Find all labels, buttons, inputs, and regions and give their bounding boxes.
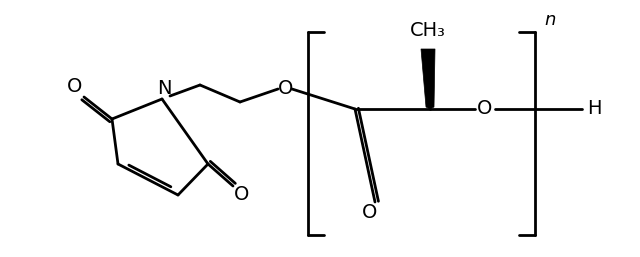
Polygon shape (421, 49, 435, 109)
Text: O: O (477, 99, 493, 118)
Text: H: H (587, 99, 601, 118)
Text: n: n (544, 11, 556, 29)
Text: O: O (234, 185, 250, 204)
Text: O: O (278, 78, 294, 97)
Text: N: N (157, 79, 172, 98)
Text: O: O (67, 78, 83, 96)
Text: CH₃: CH₃ (410, 22, 446, 41)
Text: O: O (362, 204, 378, 223)
